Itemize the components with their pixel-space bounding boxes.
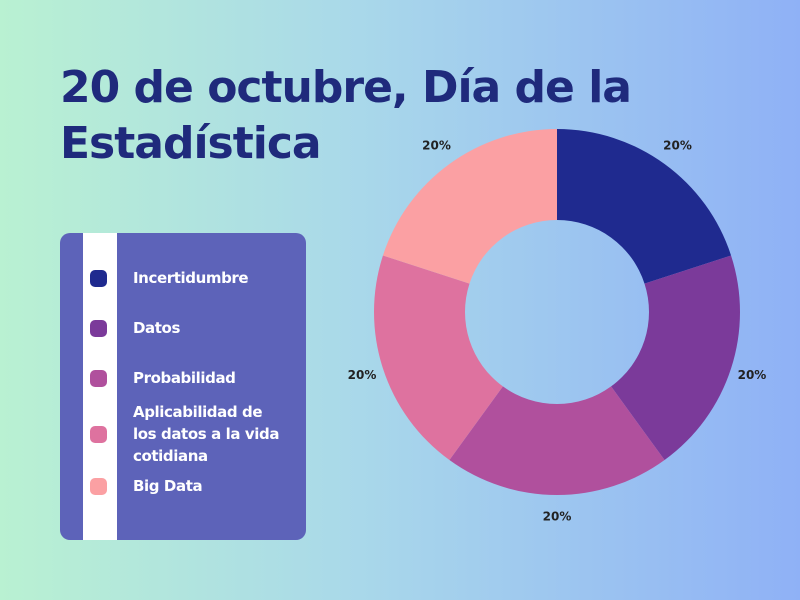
title: 20 de octubre, Día de la Estadística [60, 62, 632, 169]
legend-label: Big Data [133, 477, 203, 495]
legend-item: Probabilidad [90, 367, 290, 389]
legend-swatch [90, 269, 107, 287]
legend-label: Datos [133, 319, 180, 337]
donut-slice [373, 255, 503, 461]
legend-swatch [90, 319, 107, 337]
value-label: 20% [738, 368, 767, 382]
legend: Incertidumbre Datos Probabilidad Aplicabili… [60, 233, 306, 540]
donut-slice [449, 386, 665, 495]
legend-label: Aplicabilidad de los datos a la vida cot… [133, 403, 280, 465]
donut-slice [611, 255, 740, 461]
legend-item: Aplicabilidad de los datos a la vida cot… [90, 401, 290, 467]
legend-item: Datos [90, 317, 290, 339]
value-label: 20% [348, 368, 377, 382]
donut-slice [557, 129, 732, 284]
legend-swatch [90, 369, 107, 387]
donut-slice [382, 129, 557, 284]
legend-swatch [90, 477, 107, 495]
legend-item: Incertidumbre [90, 267, 290, 289]
value-label: 20% [422, 139, 451, 153]
legend-swatch [90, 425, 107, 443]
value-label: 20% [543, 510, 572, 524]
legend-label: Probabilidad [133, 369, 236, 387]
value-label: 20% [663, 139, 692, 153]
legend-item: Big Data [90, 475, 290, 497]
legend-label: Incertidumbre [133, 269, 249, 287]
